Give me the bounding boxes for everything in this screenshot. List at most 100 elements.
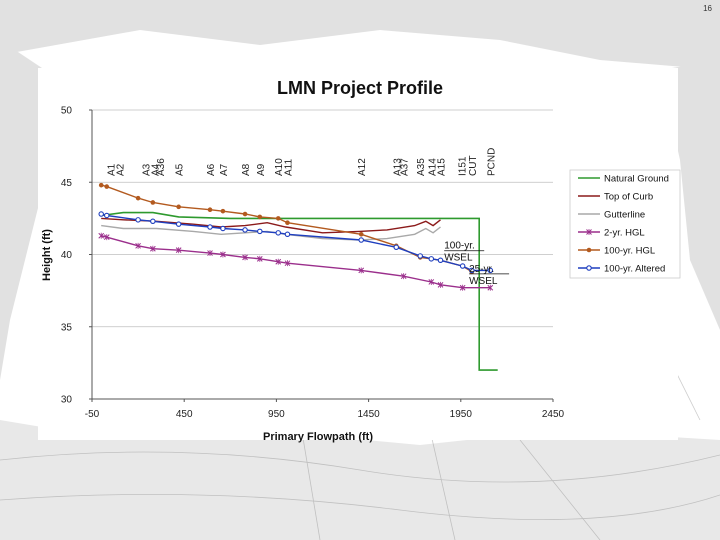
series-100-yr-altered [98,211,494,274]
cross-section-label-pcnd: PCND [486,148,497,176]
y-tick-label: 45 [61,178,73,189]
cross-section-label-a2: A2 [116,163,127,176]
data-point-100-yr-altered [437,257,444,264]
legend-label-top-of-curb: Top of Curb [604,192,653,203]
data-point-100-yr-altered [257,228,263,235]
data-point-100-yr-altered [98,211,104,217]
legend-marker-100-yr-altered [586,265,592,271]
cross-section-label-a10: A10 [274,158,285,176]
x-tick-label: 950 [268,409,285,420]
series-line-natural-ground [101,211,498,371]
data-point-2-yr-hgl [175,247,182,254]
y-tick-label: 30 [61,395,73,406]
data-point-100-yr-hgl [98,182,104,188]
cross-section-label-cut: CUT [468,155,479,176]
x-tick-label: 2450 [542,409,565,420]
legend-label-100-yr-altered: 100-yr. Altered [604,264,665,275]
cross-section-label-a5: A5 [175,163,186,176]
data-point-100-yr-altered [175,221,182,227]
cross-section-label-a35: A35 [416,158,427,176]
data-point-100-yr-altered [358,237,364,243]
legend-item-2-yr-hgl: 2-yr. HGL [578,228,645,239]
data-point-100-yr-altered [104,212,110,219]
x-tick-label: 1450 [357,409,380,420]
legend-item-gutterline: Gutterline [578,210,645,221]
y-axis-label: Height (ft) [41,229,53,281]
legend-box [569,169,681,279]
data-point-100-yr-altered [469,267,475,274]
cross-section-label-a13: A13 [392,158,403,176]
data-point-100-yr-hgl [285,220,290,226]
data-point-2-yr-hgl [135,242,141,249]
x-axis-label: Primary Flowpath (ft) [263,431,373,443]
legend-label-2-yr-hgl: 2-yr. HGL [604,228,645,239]
data-point-2-yr-hgl [256,255,263,262]
cross-section-label-a3: A3 [141,163,152,176]
series-natural-ground [101,211,498,371]
data-point-100-yr-altered [459,263,466,269]
data-point-2-yr-hgl [98,232,105,239]
legend-marker-2-yr-hgl [586,229,592,235]
data-point-2-yr-hgl [242,254,248,261]
data-point-2-yr-hgl [459,284,466,291]
data-point-100-yr-hgl [104,184,110,189]
data-point-2-yr-hgl [400,273,407,280]
annotation-text: WSEL [444,253,473,264]
cross-section-label-a1: A1 [106,163,117,176]
data-point-2-yr-hgl [284,260,291,267]
x-tick-label: 450 [176,409,193,420]
data-point-2-yr-hgl [437,281,444,288]
legend-item-top-of-curb: Top of Curb [578,192,653,203]
data-point-100-yr-altered [487,267,494,274]
data-point-2-yr-hgl [275,258,282,265]
data-point-100-yr-hgl [358,231,364,237]
data-point-100-yr-hgl [207,207,213,213]
legend-label-100-yr-hgl: 100-yr. HGL [604,246,655,257]
cross-section-label-a8: A8 [241,163,252,176]
annotation-text: 100-yr. [444,241,475,252]
chart-title: LMN Project Profile [277,78,443,98]
data-point-100-yr-hgl [135,195,141,201]
data-point-100-yr-altered [220,225,226,232]
data-point-100-yr-hgl [275,216,281,221]
data-point-100-yr-altered [207,224,213,230]
annotation-text: WSEL [469,276,498,287]
legend-marker-100-yr-hgl [586,247,592,253]
y-tick-label: 50 [61,106,73,117]
data-point-100-yr-altered [284,231,291,238]
cross-section-label-a15: A15 [437,158,448,176]
data-point-2-yr-hgl [103,234,110,241]
axes [89,109,554,402]
legend-label-gutterline: Gutterline [604,210,645,221]
x-tick-label: -50 [85,409,100,420]
cross-section-label-a36: A36 [156,158,167,176]
data-point-2-yr-hgl [220,251,226,258]
cross-section-label-a4: A4 [151,163,162,176]
y-tick-label: 40 [61,250,73,261]
data-point-100-yr-hgl [220,208,226,214]
cross-section-label-a11: A11 [283,159,294,176]
x-tick-label: 1950 [450,409,473,420]
legend-item-100-yr-altered: 100-yr. Altered [578,264,665,275]
data-point-100-yr-altered [417,253,423,259]
data-point-100-yr-hgl [242,211,248,217]
data-point-100-yr-altered [275,230,281,236]
data-point-100-yr-altered [150,218,156,225]
data-point-2-yr-hgl [149,245,156,252]
legend-item-natural-ground: Natural Ground [578,174,669,185]
series-layer [98,182,498,371]
data-point-2-yr-hgl [428,278,435,285]
series-top-of-curb [101,217,441,234]
data-point-100-yr-hgl [150,200,156,205]
legend: Natural Ground Top of Curb Gutterline 2-yr.… [569,169,681,279]
data-point-100-yr-altered [242,227,248,233]
data-point-2-yr-hgl [358,267,365,274]
cross-section-label-i151: I151 [458,156,469,176]
series-line-top-of-curb [101,217,441,234]
cross-section-label-a37: A37 [400,158,411,176]
data-point-100-yr-altered [393,244,400,251]
data-point-100-yr-hgl [176,204,181,210]
cross-section-label-a9: A9 [256,163,267,176]
